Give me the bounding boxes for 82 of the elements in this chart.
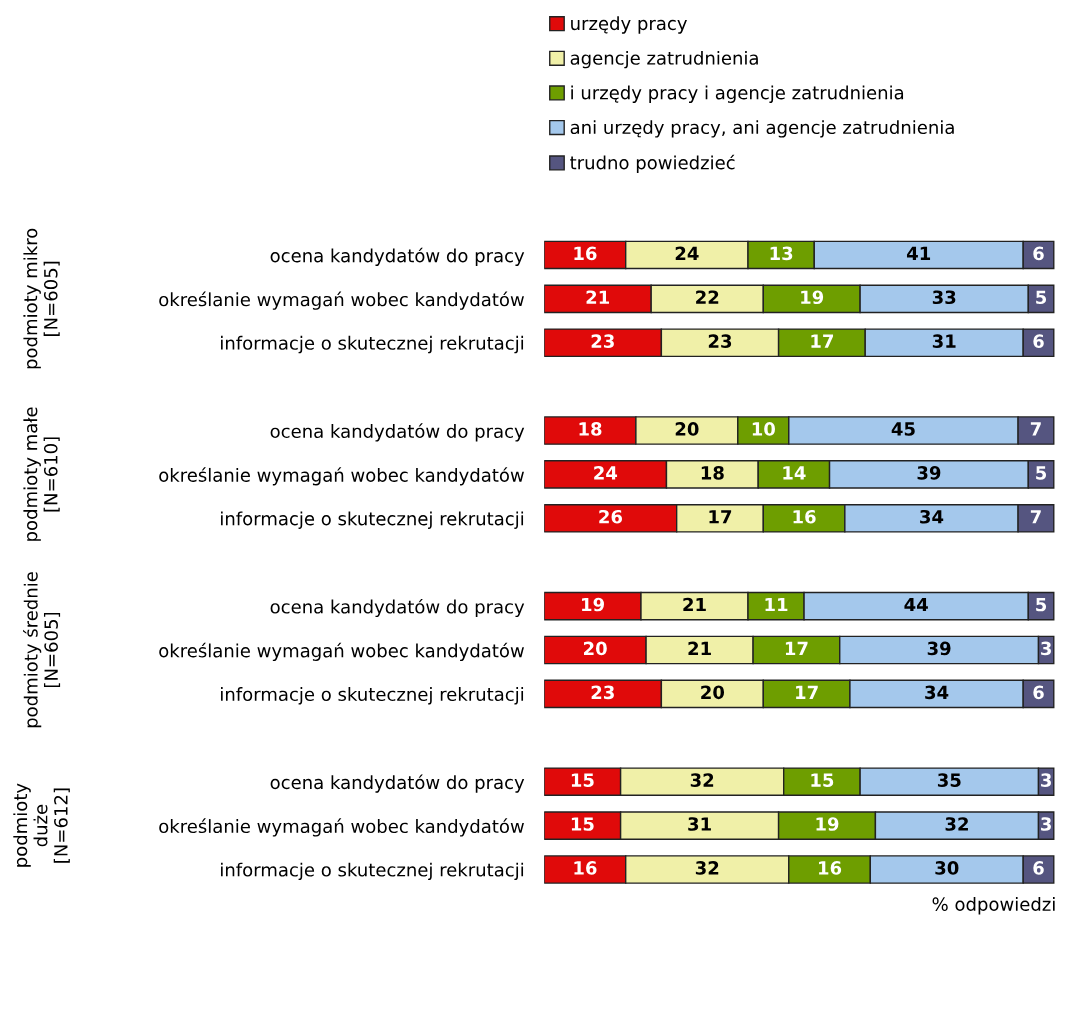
data-label: 11 [765, 597, 788, 612]
legend-label: urzędy pracy [571, 16, 687, 34]
data-label: 33 [932, 290, 956, 305]
legend-label: agencje zatrudnienia [570, 50, 758, 69]
data-label: 16 [819, 861, 842, 875]
text: podmioty duże [N=612] [13, 783, 70, 867]
data-label: 7 [1030, 510, 1041, 524]
data-label: 45 [891, 422, 915, 436]
data-label: 24 [675, 246, 699, 260]
y-tick-label: określanie wymagań wobec kandydatów [159, 467, 524, 486]
data-label: 3 [1041, 641, 1051, 656]
x-axis-title: % odpowiedzi [932, 897, 1055, 915]
data-label: 39 [917, 466, 941, 480]
y-tick-label: informacje o skutecznej rekrutacji [221, 335, 524, 354]
y-tick-label: ocena kandydatów do pracy [270, 247, 525, 266]
data-label: 19 [816, 817, 839, 831]
data-label: 17 [785, 641, 808, 655]
data-label: 6 [1033, 861, 1044, 875]
data-label: 20 [584, 641, 607, 656]
data-label: 15 [571, 817, 594, 831]
data-label: 7 [1030, 422, 1041, 436]
data-label: 32 [945, 817, 968, 831]
y-tick-label: ocena kandydatów do pracy [270, 598, 525, 618]
data-label: 17 [796, 685, 818, 699]
data-label: 22 [696, 290, 719, 304]
data-label: 20 [701, 685, 725, 700]
data-label: 31 [932, 334, 956, 348]
data-label: 5 [1036, 466, 1047, 480]
data-label: 21 [683, 597, 706, 612]
data-label: 16 [793, 509, 816, 524]
data-label: 32 [690, 773, 714, 787]
data-label: 26 [599, 509, 623, 524]
data-label: 30 [935, 861, 959, 875]
data-label: 18 [579, 422, 602, 436]
data-label: 3 [1041, 773, 1051, 787]
data-label: 34 [920, 509, 944, 524]
text: podmioty małe [N=610] [23, 407, 60, 541]
data-label: 44 [904, 597, 928, 612]
data-label: 16 [574, 861, 597, 875]
data-label: 19 [801, 290, 824, 305]
data-label: 6 [1033, 334, 1044, 348]
y-tick-label: określanie wymagań wobec kandydatów [159, 818, 524, 837]
legend-label: ani urzędy pracy, ani agencje zatrudnienia [570, 120, 954, 138]
data-label: 23 [591, 685, 614, 700]
data-label: 17 [811, 334, 834, 348]
data-label: 10 [752, 422, 775, 436]
data-label: 23 [708, 334, 732, 348]
data-label: 34 [925, 685, 949, 700]
data-label: 5 [1036, 290, 1047, 305]
data-label: 16 [574, 246, 597, 261]
data-label: 20 [675, 422, 699, 436]
y-tick-label: określanie wymagań wobec kandydatów [159, 642, 524, 661]
data-label: 15 [571, 773, 594, 787]
data-label: 14 [783, 466, 806, 480]
data-label: 24 [594, 466, 618, 480]
data-label: 15 [811, 773, 834, 787]
data-label: 23 [591, 334, 614, 348]
data-label: 6 [1033, 246, 1044, 261]
data-label: 21 [586, 290, 609, 304]
legend-label: i urzędy pracy i agencje zatrudnienia [571, 85, 904, 103]
data-label: 13 [770, 246, 793, 261]
y-tick-label: informacje o skutecznej rekrutacji [221, 511, 524, 529]
data-label: 6 [1033, 685, 1044, 700]
data-label: 5 [1036, 597, 1047, 612]
data-label: 41 [906, 246, 931, 260]
data-label: 21 [688, 641, 711, 655]
y-tick-label: informacje o skutecznej rekrutacji [221, 687, 524, 705]
data-label: 3 [1041, 817, 1051, 831]
y-tick-label: ocena kandydatów do pracy [270, 774, 525, 793]
legend-label: trudno powiedzieć [570, 154, 735, 173]
data-label: 18 [701, 466, 724, 480]
y-tick-label: określanie wymagań wobec kandydatów [159, 291, 524, 310]
text: podmioty średnie [N=605] [23, 572, 61, 728]
y-tick-label: ocena kandydatów do pracy [270, 423, 525, 442]
data-label: 31 [688, 817, 711, 831]
y-tick-label: informacje o skutecznej rekrutacji [221, 862, 524, 881]
data-label: 32 [695, 861, 719, 875]
data-label: 39 [927, 641, 951, 656]
data-label: 35 [937, 773, 961, 787]
text: podmioty mikro [N=605] [23, 228, 60, 369]
data-label: 19 [582, 597, 604, 612]
data-label: 17 [709, 510, 732, 524]
